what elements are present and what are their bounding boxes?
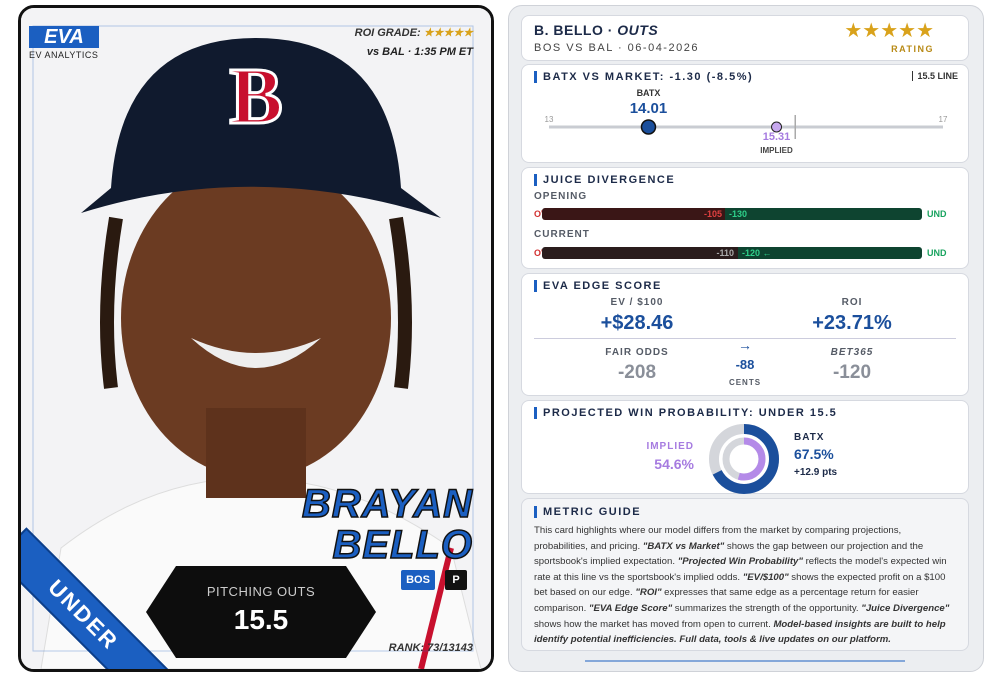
implied-label: IMPLIED	[646, 441, 694, 452]
implied-value: 54.6%	[654, 456, 694, 472]
guide-term: "EV/$100"	[742, 571, 789, 583]
batx-dot	[640, 119, 657, 135]
cents: -88	[735, 357, 755, 372]
book-label: BET365	[830, 347, 874, 358]
ev-value: +$28.46	[600, 312, 674, 334]
scale-min: 13	[545, 115, 554, 124]
guide-term: "Projected Win Probability"	[677, 556, 803, 568]
guide-term: "ROI"	[635, 587, 662, 599]
first-name: BRAYAN	[301, 481, 473, 527]
section-title: METRIC GUIDE	[534, 506, 641, 518]
brand-logo: EVA	[29, 26, 99, 48]
over-bar	[542, 208, 725, 220]
row-label: CURRENT	[534, 229, 590, 240]
over-odds: -105	[703, 209, 722, 219]
implied-value: 15.31	[763, 131, 791, 143]
guide-text: This card highlights where our model dif…	[534, 523, 954, 648]
section-title: PROJECTED WIN PROBABILITY: UNDER 15.5	[534, 407, 837, 419]
last-name: BELLO	[332, 522, 473, 568]
batx-value: 67.5%	[794, 446, 834, 462]
scale-max: 17	[939, 115, 948, 124]
position-badge: P	[445, 570, 467, 590]
guide-part: shows the gap between our projection and…	[534, 540, 924, 568]
roi-grade-label: ROI GRADE:	[354, 27, 421, 39]
under-bar	[738, 247, 922, 259]
row-label: OPENING	[534, 191, 588, 202]
juice-card: JUICE DIVERGENCE OPENING CURRENT OVR -10…	[521, 167, 969, 269]
guide-part: This card highlights where our model dif…	[534, 525, 902, 552]
guide-part: summarizes the strength of the opportuni…	[672, 602, 862, 614]
guide-term: "EVA Edge Score"	[588, 602, 673, 614]
prop-label: PITCHING OUTS	[206, 584, 316, 599]
rating-stars: ★★★★★	[844, 20, 934, 42]
line-label: 15.5 LINE	[912, 71, 958, 81]
guide-term: "Juice Divergence"	[861, 602, 950, 614]
game: BOS VS BAL · 06-04-2026	[534, 42, 699, 54]
matchup: vs BAL · 1:35 PM ET	[366, 46, 473, 58]
roi-grade: ROI GRADE: ★★★★★	[355, 26, 473, 39]
team-badge: BOS	[401, 570, 435, 590]
header-card: B. BELLO · OUTS BOS VS BAL · 06-04-2026 …	[521, 15, 969, 61]
roi-label: ROI	[841, 297, 863, 308]
batx-arc	[709, 424, 779, 494]
arrow: →	[738, 337, 752, 353]
over-odds: -110	[716, 248, 734, 258]
header-title: B. BELLO · OUTS	[534, 22, 658, 38]
ev-label: EV / $100	[610, 297, 664, 308]
implied-dot	[771, 121, 783, 133]
under-odds: -130	[729, 209, 748, 219]
implied-label: IMPLIED	[760, 146, 793, 155]
under-bar	[725, 208, 922, 220]
cents-label: CENTS	[728, 378, 762, 387]
guide-part: reflects the model's expected win rate a…	[534, 556, 947, 583]
roi-value: +23.71%	[812, 312, 892, 334]
guide-part: shows how the market has moved from open…	[534, 618, 774, 630]
market: OUTS	[617, 22, 659, 38]
svg-text:B: B	[229, 53, 282, 141]
under-label: UND	[927, 248, 947, 258]
section-title: JUICE DIVERGENCE	[534, 174, 675, 186]
rank: RANK: 73/13143	[388, 642, 473, 654]
divider	[534, 338, 956, 339]
batx-label: BATX	[794, 432, 825, 443]
brand-sub: EV ANALYTICS	[29, 50, 99, 60]
player-photo: B	[21, 8, 491, 669]
guide-card: METRIC GUIDE This card highlights where …	[521, 498, 969, 651]
section-title: EVA EDGE SCORE	[534, 280, 662, 292]
guide-part: expresses that same edge as a percentage…	[534, 587, 919, 614]
edge-card: EVA EDGE SCORE EV / $100 +$28.46 ROI +23…	[521, 273, 969, 396]
book-odds: -120	[832, 362, 872, 383]
batx-card: BATX VS MARKET: -1.30 (-8.5%) 15.5 LINE …	[521, 64, 969, 163]
win-prob-card: PROJECTED WIN PROBABILITY: UNDER 15.5 IM…	[521, 400, 969, 494]
implied-arc	[722, 437, 766, 481]
delta: +12.9 pts	[794, 467, 838, 478]
guide-part: shows the expected profit on a $100 bet …	[534, 571, 946, 599]
fair-label: FAIR ODDS	[605, 347, 669, 358]
donut	[709, 424, 779, 494]
fair-odds: -208	[617, 362, 657, 383]
footer-line	[585, 660, 905, 662]
batx-value: 14.01	[630, 100, 668, 117]
under-label: UND	[927, 209, 947, 219]
guide-term: Model-based insights are built to help i…	[534, 618, 946, 646]
player: B. BELLO ·	[534, 22, 618, 38]
prop-hexagon	[146, 566, 376, 658]
rating-label: RATING	[891, 44, 934, 54]
section-title: BATX VS MARKET: -1.30 (-8.5%)	[534, 71, 753, 83]
guide-term: "BATX vs Market"	[642, 540, 725, 552]
batx-label: BATX	[637, 88, 661, 98]
over-bar	[542, 247, 738, 259]
slider: 13 17 BATX 14.01 15.31 IMPLIED	[545, 88, 948, 155]
prop-line: 15.5	[233, 604, 289, 635]
under-odds: -120 ←	[742, 248, 772, 258]
roi-grade-stars: ★★★★★	[423, 27, 473, 39]
player-card: B EVA EV ANALYTICS ROI GRADE: ★★★★★ vs B…	[18, 5, 494, 672]
